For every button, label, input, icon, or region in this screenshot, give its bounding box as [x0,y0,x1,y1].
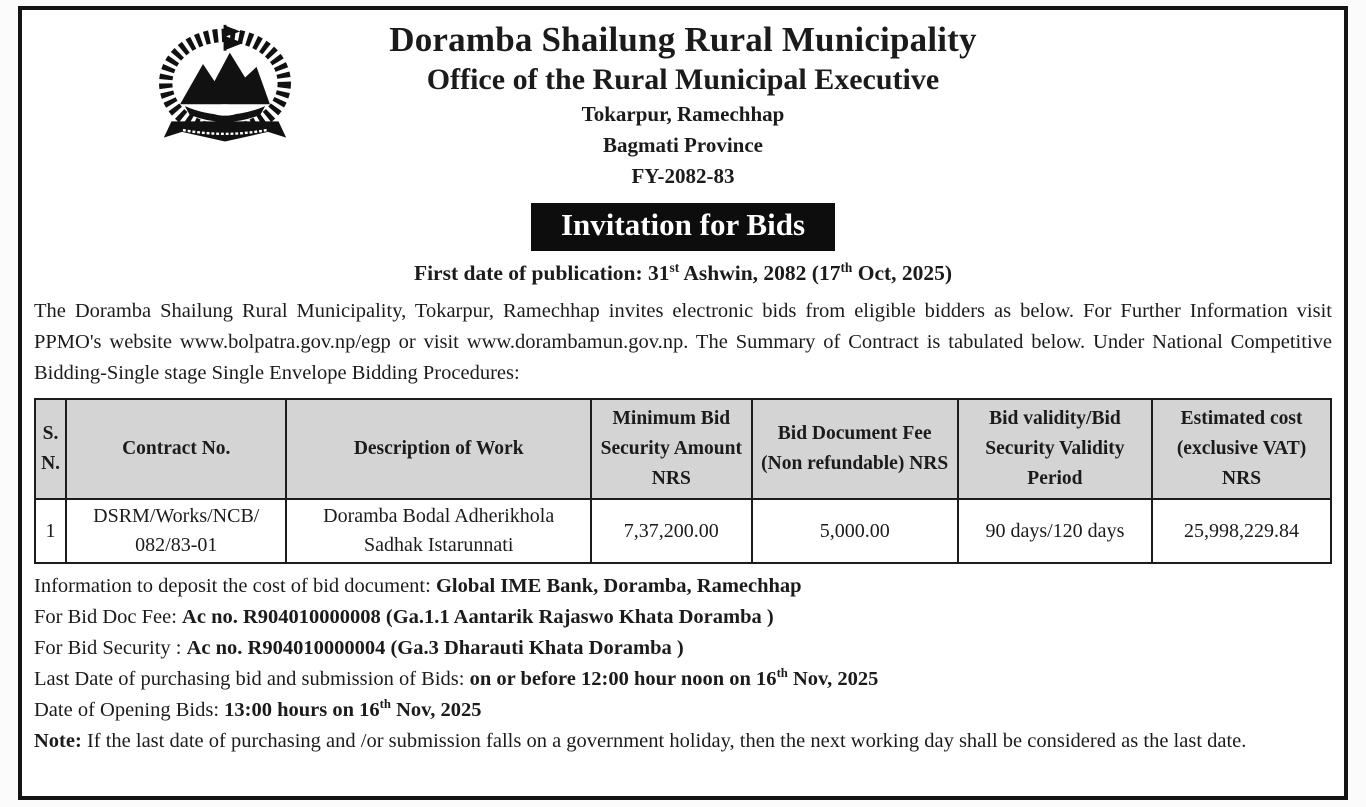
header-bid-validity: Bid validity/Bid Security Validity Perio… [956,398,1154,500]
cell-sn: 1 [33,498,68,564]
title-banner-row: Invitation for Bids [34,203,1332,251]
cell-bid-doc-fee: 5,000.00 [750,498,959,564]
publication-date-line: First date of publication: 31st Ashwin, … [34,258,1332,288]
header-sn: S. N. [33,398,68,500]
opening-date-label: Date of Opening Bids: [34,699,225,721]
publication-date-sup2: th [840,259,853,275]
note-text: If the last date of purchasing and /or s… [81,730,1247,752]
cell-min-bid-security: 7,37,200.00 [589,498,753,564]
note-label: Note: [34,730,82,752]
header-min-bid-security: Minimum Bid Security Amount NRS [589,398,753,500]
fiscal-year-line: FY-2082-83 [631,164,735,188]
publication-date-sup1: st [669,259,680,275]
header-estimated-cost: Estimated cost (exclusive VAT) NRS [1151,398,1332,500]
notice-sheet: Doramba Shailung Rural Municipality Offi… [18,6,1348,800]
province-line: Bagmati Province [602,133,763,157]
publication-date-part1: First date of publication: 31 [413,261,670,285]
last-date-line: Last Date of purchasing bid and submissi… [34,664,1332,695]
bid-security-line: For Bid Security : Ac no. R904010000004 … [34,633,1332,664]
publication-date-part2: Ashwin, 2082 (17 [679,261,841,285]
cell-bid-validity: 90 days/120 days [956,498,1154,564]
table-header-row: S. N. Contract No. Description of Work M… [33,398,1332,500]
opening-date-value: 13:00 hours on 16 [224,699,380,721]
bid-details-section: Information to deposit the cost of bid d… [34,571,1332,757]
municipality-emblem-icon [159,24,291,142]
office-name: Office of the Rural Municipal Executive [426,63,940,96]
invitation-for-bids-banner: Invitation for Bids [530,203,836,251]
bid-summary-table: S. N. Contract No. Description of Work M… [33,398,1332,564]
header-contract-no: Contract No. [65,398,288,500]
last-date-label: Last Date of purchasing bid and submissi… [34,668,470,690]
document-header: Doramba Shailung Rural Municipality Offi… [34,18,1332,192]
opening-date-value-end: Nov, 2025 [390,699,482,721]
deposit-info-value: Global IME Bank, Doramba, Ramechhap [435,575,802,597]
header-description: Description of Work [285,398,592,500]
bid-security-value: Ac no. R904010000004 (Ga.3 Dharauti Khat… [186,637,684,659]
publication-date-part3: Oct, 2025) [852,261,953,285]
bid-doc-fee-value: Ac no. R904010000008 (Ga.1.1 Aantarik Ra… [182,606,774,628]
cell-contract-no: DSRM/Works/NCB/ 082/83-01 [65,498,288,564]
table-row: 1 DSRM/Works/NCB/ 082/83-01 Doramba Boda… [33,498,1332,564]
last-date-sup: th [776,666,788,681]
note-line: Note: If the last date of purchasing and… [34,726,1332,757]
bid-security-label: For Bid Security : [34,637,187,659]
opening-date-line: Date of Opening Bids: 13:00 hours on 16t… [34,695,1332,726]
address-line: Tokarpur, Ramechhap [581,102,785,126]
deposit-info-line: Information to deposit the cost of bid d… [34,571,1332,602]
header-bid-doc-fee: Bid Document Fee (Non refundable) NRS [750,398,959,500]
last-date-value: on or before 12:00 hour noon on 16 [469,668,777,690]
deposit-info-label: Information to deposit the cost of bid d… [34,575,436,597]
opening-date-sup: th [379,697,391,712]
cell-estimated-cost: 25,998,229.84 [1151,498,1332,564]
last-date-value-end: Nov, 2025 [787,668,879,690]
cell-description: Doramba Bodal Adherikhola Sadhak Istarun… [285,498,592,564]
bid-doc-fee-label: For Bid Doc Fee: [34,606,183,628]
organization-name: Doramba Shailung Rural Municipality [389,20,977,59]
intro-paragraph: The Doramba Shailung Rural Municipality,… [34,300,1332,384]
bid-doc-fee-line: For Bid Doc Fee: Ac no. R904010000008 (G… [34,602,1332,633]
